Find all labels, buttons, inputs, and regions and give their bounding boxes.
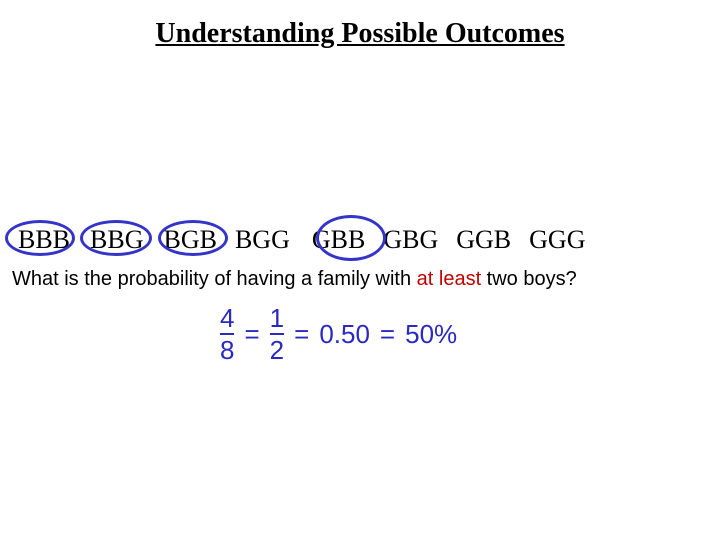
fraction-1-numerator: 4 [220, 305, 234, 333]
outcome-7: GGB [456, 225, 511, 255]
equation: 4 8 = 1 2 = 0.50 = 50% [220, 305, 457, 363]
equals-2: = [294, 319, 309, 350]
equals-1: = [244, 319, 259, 350]
question-highlight: at least [417, 268, 481, 290]
question-prefix: What is the probability of having a fami… [12, 268, 417, 290]
fraction-2: 1 2 [270, 305, 284, 363]
outcomes-row: BBB BBG BGB BGG GBB GBG GGB GGG [0, 225, 720, 255]
fraction-1-denominator: 8 [220, 333, 234, 363]
outcome-8: GGG [529, 225, 585, 255]
outcome-6: GBG [383, 225, 438, 255]
fraction-2-numerator: 1 [270, 305, 284, 333]
fraction-2-denominator: 2 [270, 333, 284, 363]
question-suffix: two boys? [481, 268, 577, 290]
outcome-4: BGG [235, 225, 290, 255]
outcome-5: GBB [312, 225, 365, 255]
question-text: What is the probability of having a fami… [12, 268, 577, 291]
equals-3: = [380, 319, 395, 350]
fraction-1: 4 8 [220, 305, 234, 363]
percent-value: 50% [405, 319, 457, 350]
outcome-2: BBG [90, 225, 143, 255]
decimal-value: 0.50 [319, 319, 370, 350]
outcome-1: BBB [18, 225, 70, 255]
outcome-3: BGB [164, 225, 217, 255]
page-title: Understanding Possible Outcomes [0, 0, 720, 50]
